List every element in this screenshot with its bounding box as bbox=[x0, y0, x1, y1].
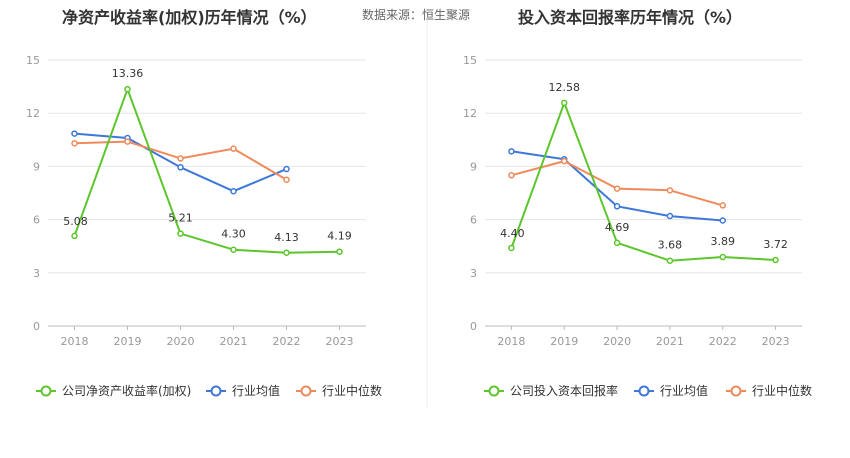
y-tick-label: 3 bbox=[470, 267, 477, 280]
data-point bbox=[561, 157, 568, 165]
legend-label: 行业均值 bbox=[232, 383, 280, 398]
data-label: 4.40 bbox=[500, 227, 525, 240]
data-point bbox=[508, 172, 515, 179]
data-label: 4.13 bbox=[274, 231, 299, 244]
data-point bbox=[124, 138, 131, 145]
y-tick-label: 12 bbox=[463, 107, 477, 120]
x-tick-label: 2021 bbox=[220, 335, 248, 348]
y-tick-label: 15 bbox=[26, 54, 40, 67]
y-tick-label: 6 bbox=[470, 214, 477, 227]
data-point bbox=[230, 246, 237, 253]
legend-swatch-marker bbox=[210, 385, 222, 397]
legend-swatch-marker bbox=[488, 385, 500, 397]
y-tick-label: 9 bbox=[470, 160, 477, 173]
legend-swatch-marker bbox=[638, 385, 650, 397]
y-tick-label: 12 bbox=[26, 107, 40, 120]
series-line bbox=[73, 88, 340, 254]
x-tick-label: 2021 bbox=[656, 335, 684, 348]
data-point bbox=[666, 187, 674, 194]
data-point bbox=[283, 176, 290, 183]
data-point bbox=[719, 253, 726, 261]
data-point bbox=[613, 239, 621, 247]
data-point bbox=[613, 185, 621, 192]
data-label: 12.58 bbox=[549, 81, 581, 94]
legend-swatch-marker bbox=[730, 385, 742, 397]
legend-swatch-marker bbox=[40, 385, 52, 397]
x-tick-label: 2023 bbox=[326, 335, 354, 348]
data-point bbox=[772, 256, 779, 264]
legend-label: 公司净资产收益率(加权) bbox=[62, 383, 191, 398]
y-tick-label: 9 bbox=[33, 160, 40, 173]
legend-label: 公司投入资本回报率 bbox=[510, 383, 618, 398]
data-label: 3.72 bbox=[763, 238, 788, 251]
data-point bbox=[71, 130, 78, 137]
data-point bbox=[561, 99, 568, 107]
data-point bbox=[719, 217, 726, 224]
data-point bbox=[230, 145, 237, 152]
legend-label: 行业中位数 bbox=[322, 383, 382, 398]
data-point bbox=[336, 248, 343, 255]
x-tick-label: 2022 bbox=[709, 335, 737, 348]
data-source-label: 数据来源：恒生聚源 bbox=[362, 8, 471, 22]
x-tick-label: 2020 bbox=[167, 335, 195, 348]
data-point bbox=[508, 244, 515, 252]
y-tick-label: 0 bbox=[33, 320, 40, 333]
x-tick-label: 2020 bbox=[603, 335, 631, 348]
legend-label: 行业中位数 bbox=[752, 383, 812, 398]
series-line bbox=[510, 101, 776, 262]
x-tick-label: 2023 bbox=[762, 335, 790, 348]
data-point bbox=[666, 257, 674, 264]
legend-swatch-marker bbox=[300, 385, 312, 397]
data-point bbox=[613, 203, 621, 210]
chart-1-title: 净资产收益率(加权)历年情况（%） bbox=[62, 8, 317, 27]
x-tick-label: 2018 bbox=[497, 335, 525, 348]
data-point bbox=[666, 212, 674, 220]
data-point bbox=[177, 155, 184, 162]
x-tick-label: 2019 bbox=[114, 335, 142, 348]
data-point bbox=[71, 232, 78, 240]
x-tick-label: 2019 bbox=[550, 335, 578, 348]
x-tick-label: 2022 bbox=[273, 335, 301, 348]
data-label: 5.08 bbox=[63, 215, 88, 228]
data-point bbox=[719, 202, 726, 209]
data-label: 4.19 bbox=[327, 230, 352, 243]
data-point bbox=[283, 249, 290, 257]
legend-label: 行业均值 bbox=[660, 383, 708, 398]
data-point bbox=[124, 85, 131, 93]
data-point bbox=[177, 230, 184, 237]
data-point bbox=[177, 164, 184, 171]
data-point bbox=[508, 148, 515, 155]
data-label: 5.21 bbox=[168, 212, 193, 225]
y-tick-label: 15 bbox=[463, 54, 477, 67]
series-line bbox=[511, 160, 724, 207]
data-label: 3.68 bbox=[658, 239, 683, 252]
data-label: 4.69 bbox=[605, 221, 630, 234]
y-tick-label: 3 bbox=[33, 267, 40, 280]
x-tick-label: 2018 bbox=[61, 335, 89, 348]
data-label: 13.36 bbox=[112, 67, 144, 80]
data-point bbox=[71, 140, 78, 147]
data-point bbox=[230, 187, 237, 195]
data-label: 4.30 bbox=[221, 228, 246, 241]
chart-2-title: 投入资本回报率历年情况（%） bbox=[518, 8, 743, 27]
y-tick-label: 6 bbox=[33, 214, 40, 227]
y-tick-label: 0 bbox=[470, 320, 477, 333]
data-point bbox=[283, 165, 290, 173]
data-label: 3.89 bbox=[711, 235, 736, 248]
